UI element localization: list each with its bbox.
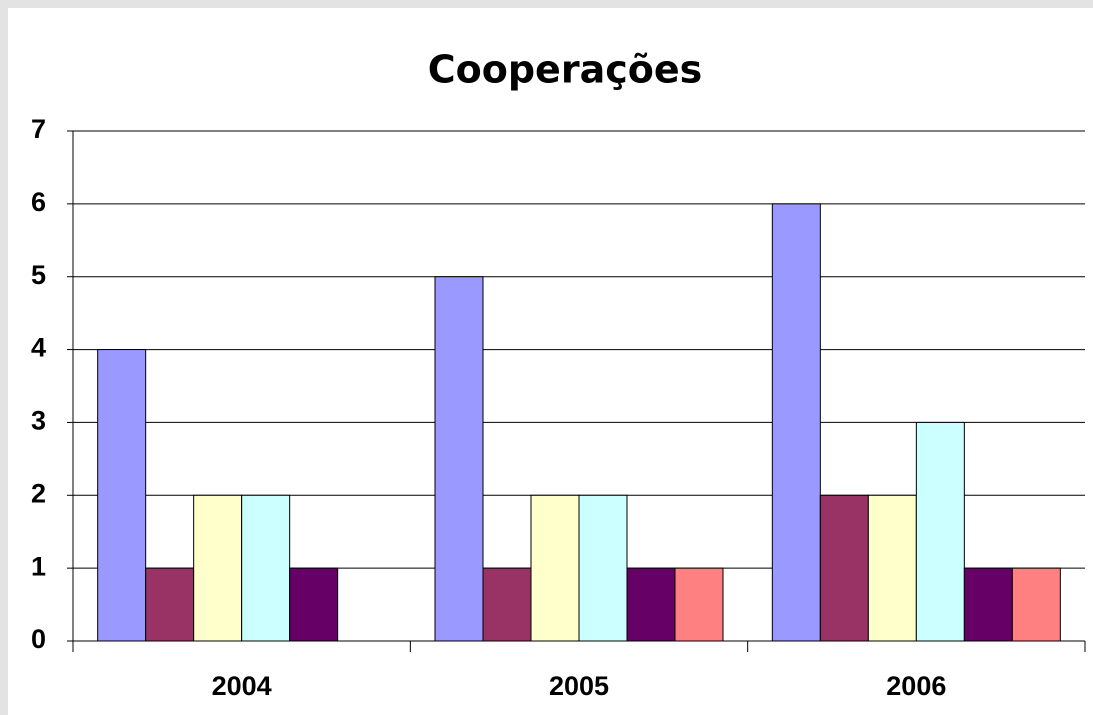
bar xyxy=(819,494,869,642)
bar xyxy=(530,494,580,642)
chart-title: Cooperações xyxy=(428,48,702,92)
bar xyxy=(963,567,1013,642)
y-tick-label: 2 xyxy=(31,478,46,508)
bar xyxy=(193,494,243,642)
bar xyxy=(289,567,339,642)
bar xyxy=(915,421,965,642)
y-tick-label: 7 xyxy=(31,114,46,144)
y-tick-label: 4 xyxy=(31,333,46,363)
bar xyxy=(434,276,484,642)
bar xyxy=(674,567,724,642)
bar xyxy=(771,203,821,642)
y-tick-label: 0 xyxy=(31,624,46,654)
x-tick-label: 2004 xyxy=(212,671,272,701)
y-tick-label: 5 xyxy=(31,260,46,290)
bar xyxy=(145,567,195,642)
y-tick-label: 1 xyxy=(31,551,46,581)
bar xyxy=(1011,567,1061,642)
y-tick-label: 6 xyxy=(31,187,46,217)
y-tick-label: 3 xyxy=(31,406,46,436)
x-tick-label: 2005 xyxy=(549,671,609,701)
bar xyxy=(578,494,628,642)
bar xyxy=(626,567,676,642)
bar xyxy=(97,349,147,642)
x-tick-label: 2006 xyxy=(886,671,946,701)
bar xyxy=(482,567,532,642)
bar xyxy=(867,494,917,642)
bar xyxy=(241,494,291,642)
